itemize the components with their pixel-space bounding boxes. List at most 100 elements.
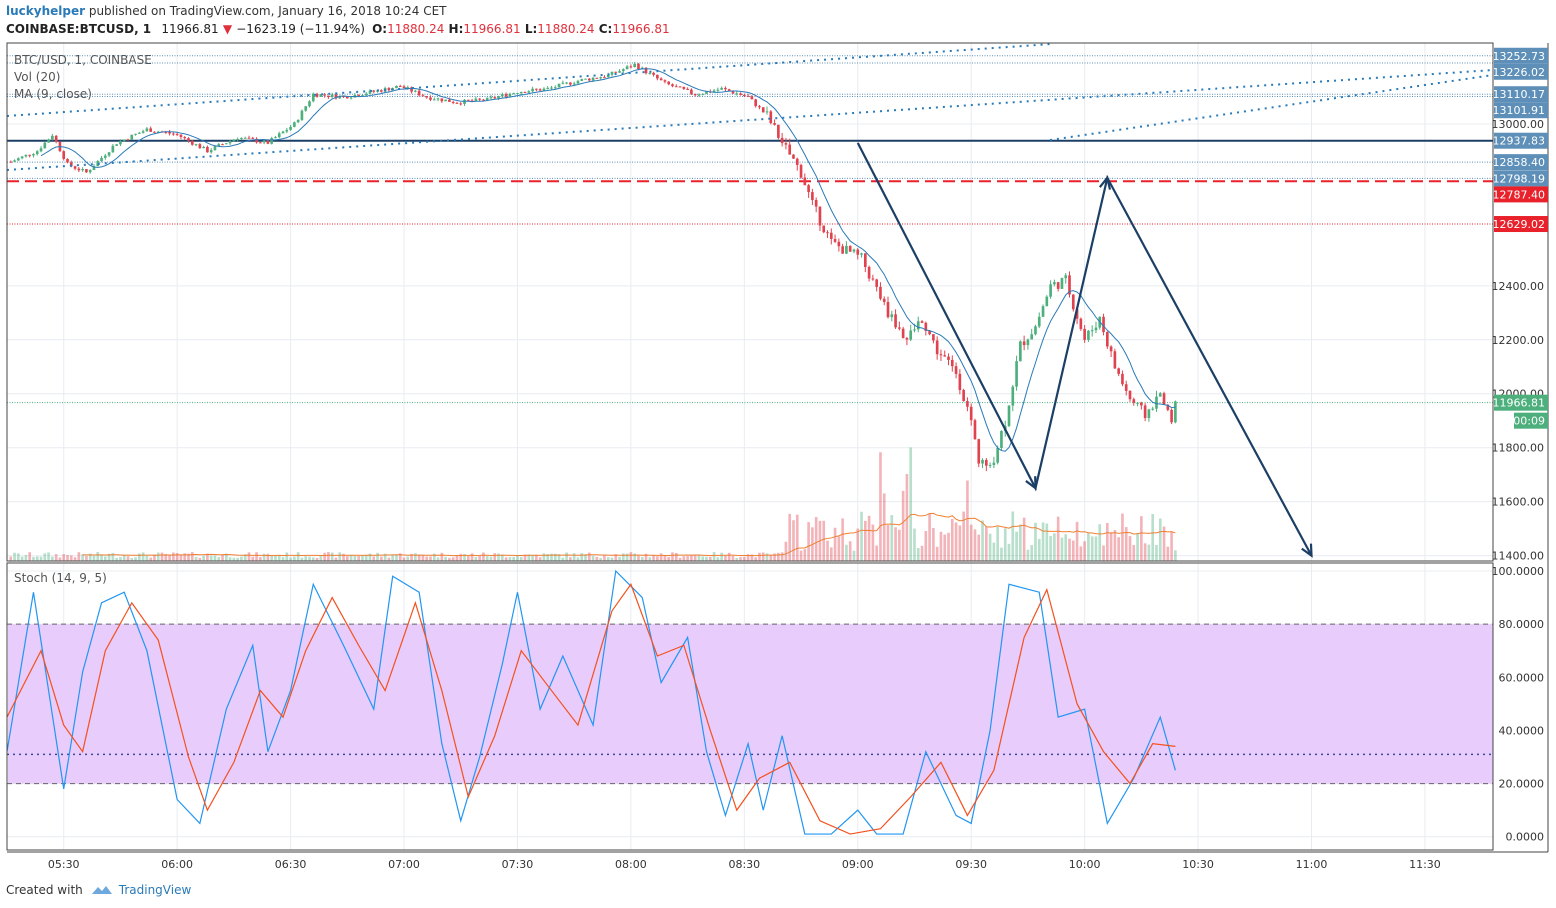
- tradingview-logo-icon: [91, 886, 112, 894]
- candle-body: [822, 225, 826, 233]
- volume-bar: [1147, 544, 1151, 561]
- candle-body: [259, 142, 262, 144]
- candle-body: [565, 82, 568, 84]
- volume-bar: [1000, 547, 1003, 561]
- channel-lower-line: [6, 69, 1494, 171]
- volume-bar: [334, 557, 338, 561]
- volume-bar: [535, 554, 538, 561]
- price-tag-label: 12787.40: [1493, 188, 1546, 201]
- candle-body: [1174, 401, 1177, 423]
- candle-body: [232, 139, 236, 141]
- volume-bar: [126, 556, 130, 561]
- volume-bar: [550, 553, 553, 561]
- volume-bar: [727, 552, 731, 561]
- candle-body: [262, 140, 266, 143]
- candle-body: [466, 99, 470, 101]
- volume-bar: [984, 526, 988, 561]
- volume-bar: [523, 554, 527, 561]
- volume-bar: [935, 546, 939, 561]
- volume-bar: [977, 534, 981, 561]
- candle-body: [357, 94, 360, 97]
- candle-body: [361, 95, 364, 97]
- candle-body: [932, 334, 935, 341]
- candle-body: [591, 77, 595, 81]
- volume-bar: [845, 544, 848, 561]
- candle-body: [705, 91, 708, 94]
- volume-bar: [342, 553, 345, 561]
- volume-bar: [603, 555, 606, 561]
- volume-bar: [886, 524, 890, 561]
- candle-body: [122, 139, 126, 141]
- candle-body: [421, 95, 425, 97]
- volume-bar: [62, 554, 66, 561]
- tradingview-link[interactable]: TradingView: [118, 883, 192, 897]
- volume-bar: [296, 552, 300, 561]
- time-tick-label: 09:30: [955, 858, 987, 871]
- volume-bar: [1068, 538, 1071, 561]
- volume-bar: [130, 557, 134, 561]
- volume-bar: [565, 552, 568, 561]
- candle-body: [954, 366, 958, 374]
- volume-bar: [966, 480, 969, 561]
- candle-body: [882, 298, 886, 302]
- candle-body: [266, 140, 270, 144]
- candle-body: [807, 185, 810, 193]
- volume-bar: [217, 557, 221, 561]
- volume-bar: [172, 552, 175, 561]
- candle-body: [1011, 386, 1015, 406]
- time-tick-label: 08:30: [728, 858, 760, 871]
- candle-body: [1117, 368, 1120, 374]
- volume-bar: [1045, 523, 1049, 561]
- volume-bar: [96, 552, 100, 561]
- volume-bar: [848, 541, 852, 561]
- candle-body: [924, 322, 928, 331]
- volume-bar: [1128, 536, 1132, 561]
- volume-bar: [1121, 513, 1124, 561]
- candle-body: [402, 86, 406, 89]
- price-tag-label: 12798.19: [1493, 172, 1546, 185]
- volume-bar: [928, 513, 931, 561]
- ma-legend[interactable]: MA (9, close): [14, 87, 92, 101]
- stoch-legend[interactable]: Stoch (14, 9, 5): [14, 571, 107, 585]
- candle-body: [1128, 390, 1132, 400]
- volume-bar: [451, 557, 455, 561]
- author-link[interactable]: luckyhelper: [6, 4, 86, 18]
- candle-body: [531, 88, 534, 92]
- candle-body: [349, 97, 353, 99]
- volume-bar: [516, 555, 519, 561]
- candle-body: [1015, 361, 1018, 387]
- volume-bar: [58, 557, 62, 561]
- volume-bar: [1015, 531, 1018, 561]
- candle-body: [334, 94, 338, 99]
- volume-bars: [9, 447, 1177, 561]
- volume-legend[interactable]: Vol (20): [14, 70, 61, 84]
- volume-bar: [969, 524, 973, 561]
- open-label: O:: [372, 22, 388, 36]
- candle-body: [656, 74, 659, 79]
- candle-body: [119, 140, 122, 145]
- projection-zigzag[interactable]: [856, 142, 1313, 557]
- volume-bar: [425, 556, 429, 561]
- volume-bar: [542, 553, 546, 561]
- volume-bar: [187, 553, 190, 561]
- candle-body: [425, 96, 429, 98]
- volume-bar: [444, 556, 447, 561]
- candle-body: [743, 95, 746, 97]
- volume-bar: [829, 547, 833, 561]
- volume-bar: [289, 557, 292, 561]
- candle-body: [1121, 373, 1124, 385]
- candle-body: [1113, 351, 1117, 369]
- candle-body: [894, 314, 897, 328]
- candle-body: [327, 95, 330, 98]
- candle-body: [852, 249, 856, 252]
- candle-body: [984, 459, 988, 466]
- candle-body: [187, 138, 190, 141]
- volume-bar: [882, 493, 886, 561]
- price-tag-bg: [1494, 216, 1548, 233]
- volume-bar: [905, 473, 909, 561]
- candle-body: [795, 158, 799, 165]
- candle-body: [512, 93, 516, 95]
- candle-body: [470, 100, 474, 102]
- volume-bar: [826, 540, 829, 561]
